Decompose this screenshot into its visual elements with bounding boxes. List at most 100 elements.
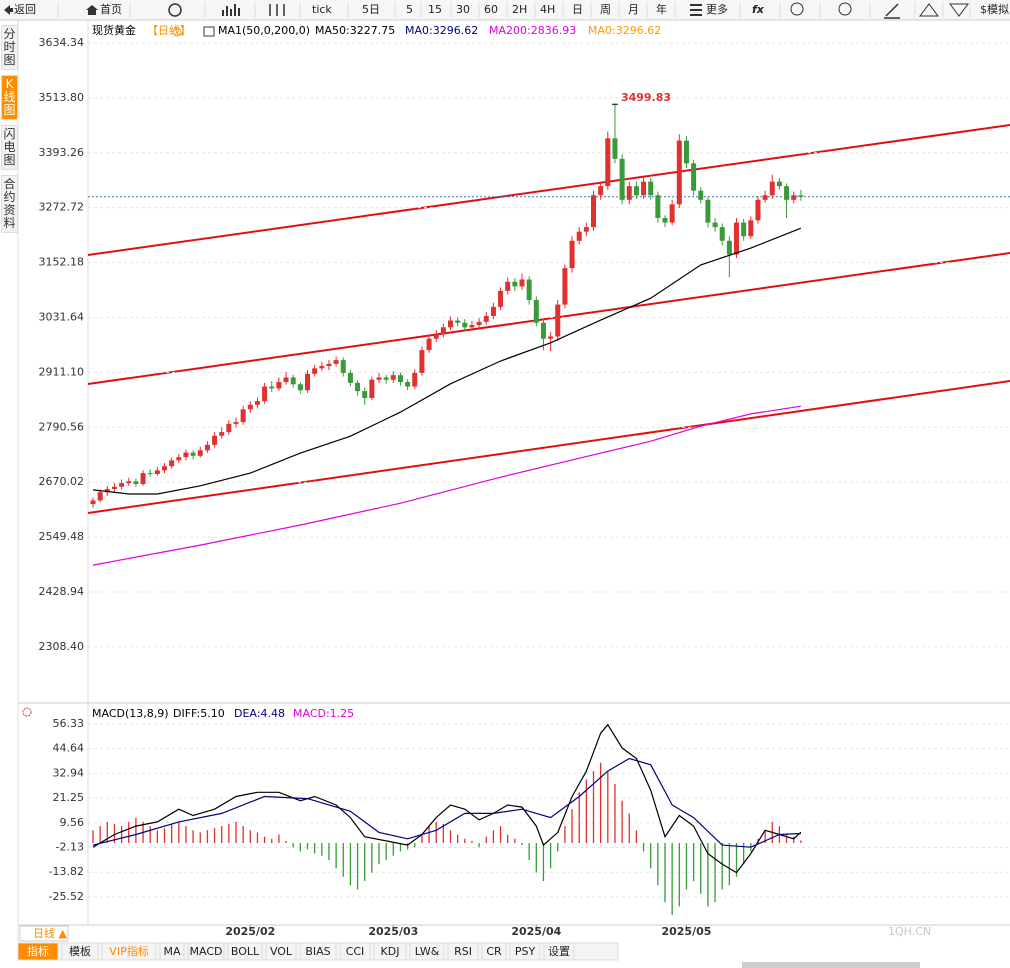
bottom-tab[interactable]: 设置 [548, 945, 570, 958]
legend-text: DEA:4.48 [234, 707, 285, 720]
toolbar-button[interactable]: 日 [572, 3, 583, 16]
candle-body [297, 384, 303, 391]
candle-body [147, 473, 153, 475]
candle-body [133, 481, 139, 485]
bottom-tab[interactable]: 指标 [27, 944, 49, 958]
toolbar-button[interactable]: 60 [484, 3, 498, 16]
watermark: 1QH.CN [888, 925, 931, 938]
candle-body [598, 186, 604, 196]
bottom-tab[interactable]: MA [163, 945, 180, 958]
bottom-tab[interactable]: BIAS [305, 945, 330, 958]
x-tick-label: 2025/02 [225, 925, 275, 938]
toolbar-button[interactable]: 5日 [362, 3, 380, 16]
toolbar-button[interactable]: fx [752, 3, 765, 16]
icon [919, 3, 969, 17]
candle-body [119, 483, 125, 487]
candle-body [254, 401, 260, 405]
toolbar-button[interactable]: 月 [628, 3, 639, 16]
icon [790, 2, 804, 16]
toolbar-button[interactable]: 年 [656, 2, 667, 16]
candle-body [605, 138, 611, 187]
y-tick-label: 3634.34 [39, 36, 85, 49]
scrollbar [742, 962, 920, 968]
candle-body [190, 452, 196, 456]
candle-body [169, 460, 175, 467]
y-tick-label: 21.25 [53, 791, 85, 804]
candle-body [498, 290, 504, 307]
candle-body [719, 227, 725, 241]
bottom-tab[interactable]: MACD [190, 945, 223, 958]
legend-text: 现货黄金 [92, 23, 136, 37]
y-tick-label: 32.94 [53, 766, 85, 779]
side-tab[interactable]: 合约资料 [1, 175, 18, 233]
candle-body [633, 186, 639, 196]
candle-body [176, 457, 182, 461]
toolbar-button[interactable]: 2H [512, 3, 527, 16]
candle-body [791, 195, 797, 200]
toolbar-button[interactable]: 5 [406, 3, 413, 16]
candle-body [512, 281, 518, 287]
candle-body [519, 279, 525, 287]
candle-body [240, 409, 246, 423]
bottom-tab-box [447, 942, 479, 961]
candle-body [319, 366, 325, 369]
period-tab[interactable]: 日线 ▲ [33, 926, 67, 940]
bottom-tab[interactable]: PSY [515, 945, 536, 958]
candle-body [705, 199, 711, 223]
icon [4, 5, 13, 15]
bottom-tab[interactable]: VOL [270, 945, 293, 958]
side-tab[interactable]: 分时图 [1, 25, 18, 70]
bottom-tab[interactable]: KDJ [381, 945, 400, 958]
toolbar-button[interactable]: 15 [428, 3, 442, 16]
legend-text: DIFF:5.10 [173, 707, 225, 720]
bottom-tab[interactable]: BOLL [231, 945, 260, 958]
candle-body [269, 386, 275, 389]
toolbar-button[interactable]: 30 [456, 3, 470, 16]
bottom-tab[interactable]: CCI [346, 945, 365, 958]
x-tick-label: 2025/04 [511, 925, 561, 938]
y-tick-label: 2670.02 [39, 475, 85, 488]
toolbar-button[interactable]: tick [312, 3, 332, 16]
candle-body [462, 322, 468, 328]
candle-body [798, 195, 804, 197]
candle-body [726, 240, 732, 255]
y-tick-label: 2790.56 [39, 420, 85, 433]
bottom-tab[interactable]: CR [486, 945, 502, 958]
bottom-tab-box [17, 942, 59, 961]
candle-body [619, 158, 625, 200]
y-tick-label: -2.13 [56, 841, 84, 854]
bottom-tab-box [159, 942, 185, 961]
candle-body [555, 304, 561, 337]
bottom-tab[interactable]: 模板 [69, 944, 91, 958]
candle-body [283, 377, 289, 382]
bottom-tab[interactable]: LW& [415, 945, 440, 958]
candle-body [641, 181, 647, 196]
toolbar-button[interactable]: 首页 [100, 2, 122, 16]
candle-body [691, 163, 697, 191]
icon [172, 27, 182, 37]
icon [86, 5, 98, 15]
side-tab[interactable]: K线图 [1, 75, 18, 120]
bottom-tab[interactable]: RSI [454, 945, 472, 958]
trend-line [87, 380, 1010, 514]
toolbar-button[interactable]: 周 [600, 3, 611, 16]
candle-body [376, 377, 382, 380]
y-tick-label: 2911.10 [39, 365, 85, 378]
toolbar-button[interactable]: 返回 [14, 3, 36, 16]
toolbar [0, 0, 1010, 20]
candle-body [505, 281, 511, 291]
side-tab[interactable]: 闪电图 [1, 125, 18, 170]
toolbar-button[interactable]: 4H [540, 3, 555, 16]
candle-body [762, 195, 768, 200]
toolbar-button[interactable]: 更多 [706, 2, 728, 16]
toolbar-button[interactable]: $模拟 [980, 2, 1009, 16]
candle-body [412, 372, 418, 387]
bottom-tab[interactable]: VIP指标 [109, 944, 148, 958]
bottom-tab-box [409, 942, 445, 961]
bottom-tab-box [61, 942, 99, 961]
candle-body [197, 450, 203, 456]
candle-body [569, 240, 575, 269]
icon [884, 3, 900, 19]
bottom-tab-box [265, 942, 297, 961]
